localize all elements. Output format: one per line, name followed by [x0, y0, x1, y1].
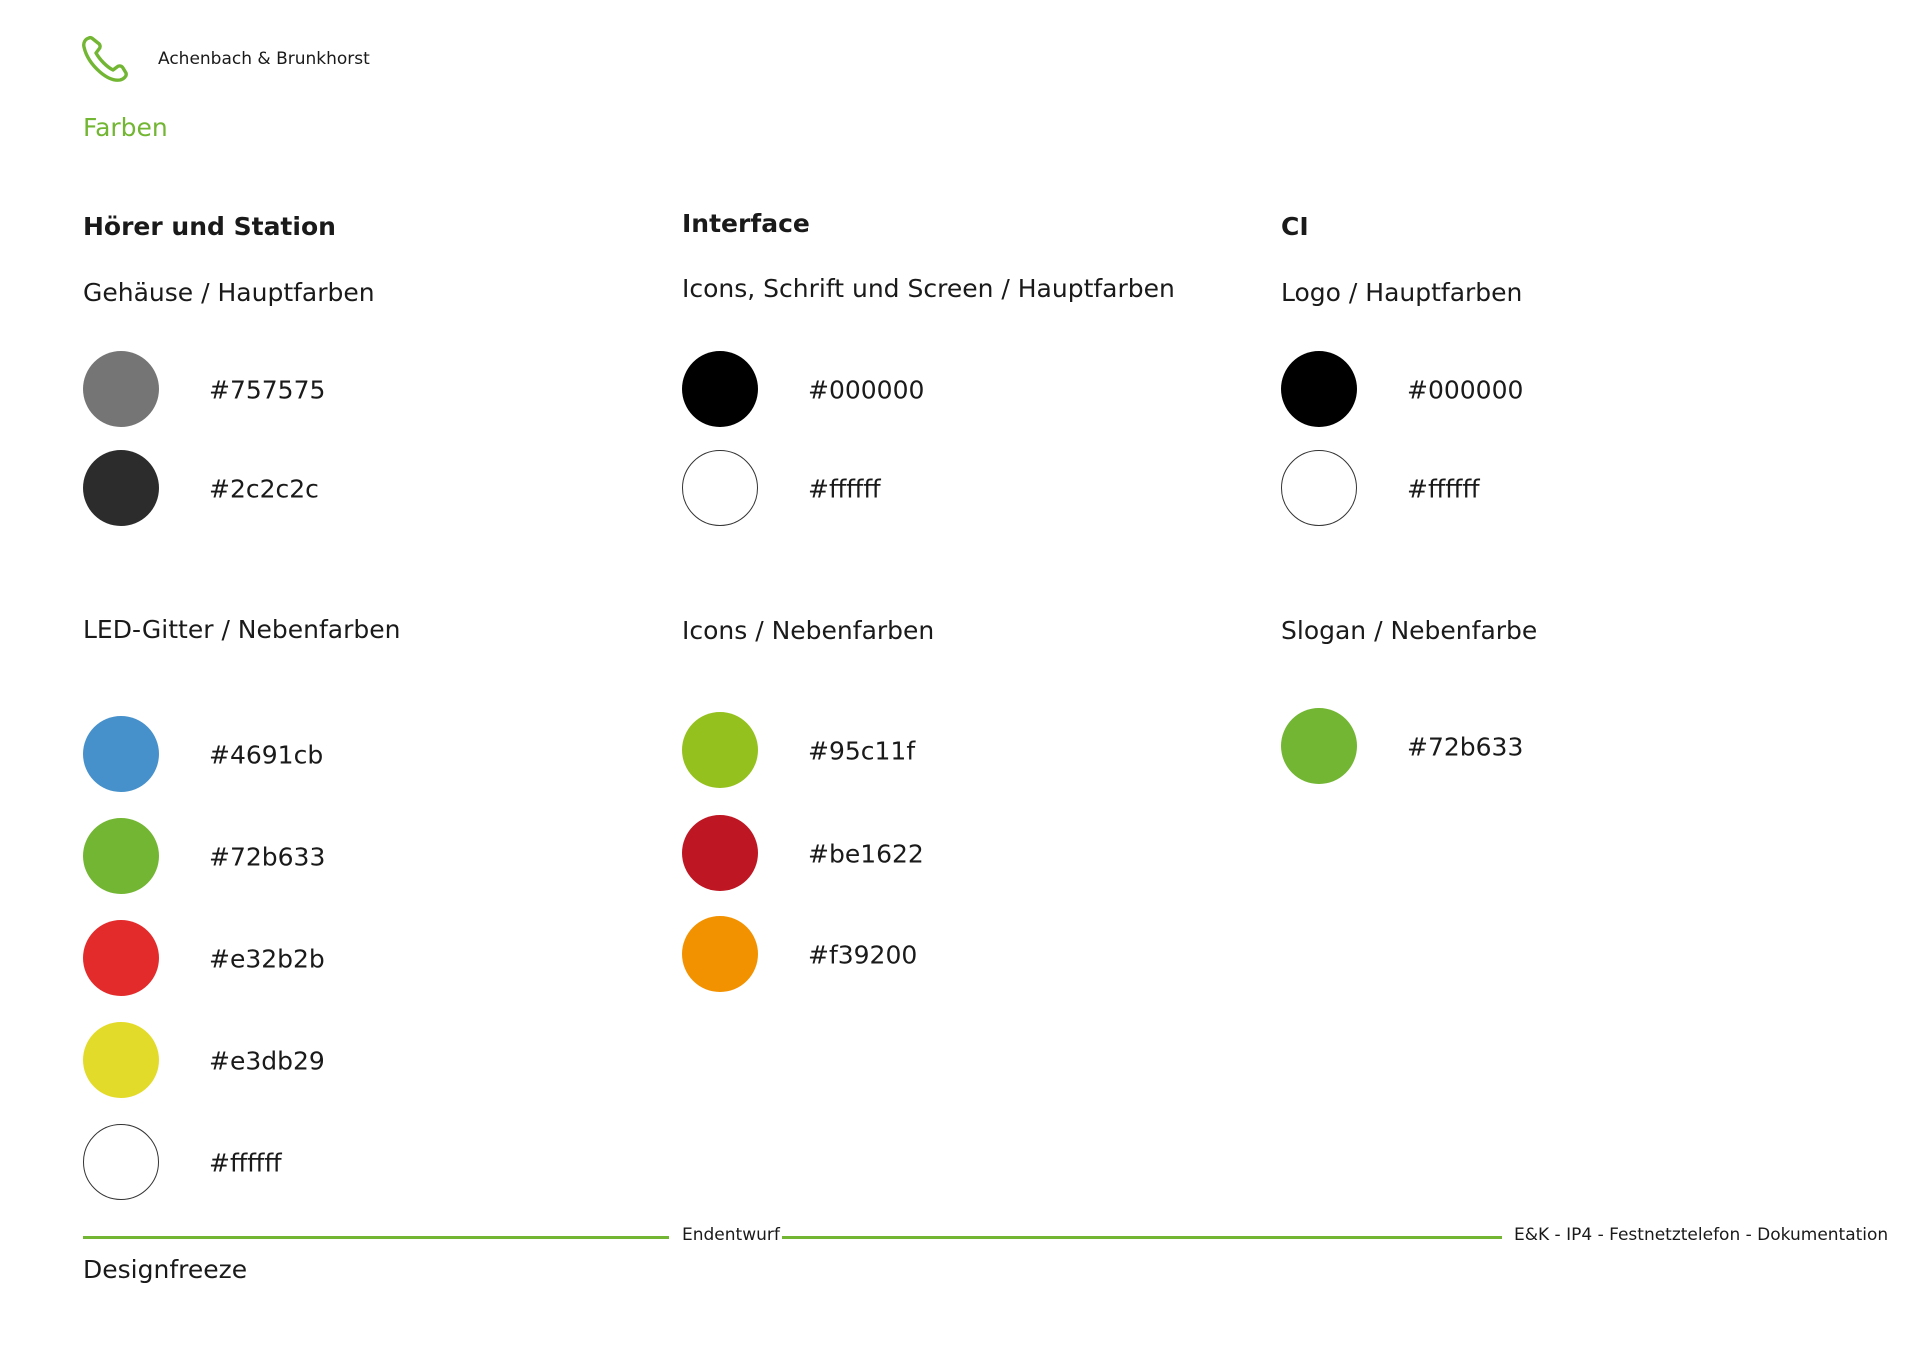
color-swatch: [83, 920, 159, 996]
group-title: Icons, Schrift und Screen / Hauptfarben: [682, 274, 1175, 303]
hex-code: #4691cb: [209, 740, 324, 770]
color-swatch: [1281, 450, 1357, 526]
hex-code: #e32b2b: [209, 944, 325, 974]
hex-code: #2c2c2c: [209, 474, 319, 504]
group-title: Gehäuse / Hauptfarben: [83, 278, 375, 307]
hex-code: #ffffff: [1407, 474, 1480, 504]
hex-code: #be1622: [808, 839, 924, 869]
column-title: Interface: [682, 209, 810, 238]
color-column-hoerer-station: Hörer und Station Gehäuse / Hauptfarben …: [83, 0, 643, 1230]
hex-code: #000000: [1407, 375, 1524, 405]
swatch-row: #ffffff: [83, 1124, 583, 1202]
phone-handset-icon: [80, 34, 130, 84]
swatch-row: #72b633: [1281, 708, 1781, 786]
color-swatch: [682, 712, 758, 788]
color-swatch: [83, 351, 159, 427]
swatch-row: #ffffff: [682, 450, 1182, 528]
swatch-row: #be1622: [682, 815, 1182, 893]
group-title: Slogan / Nebenfarbe: [1281, 616, 1538, 645]
color-swatch: [83, 450, 159, 526]
color-swatch: [682, 450, 758, 526]
footer-divider: [83, 1236, 669, 1239]
color-swatch: [682, 916, 758, 992]
color-swatch: [83, 716, 159, 792]
color-column-interface: Interface Icons, Schrift und Screen / Ha…: [682, 0, 1242, 1230]
swatch-row: #e32b2b: [83, 920, 583, 998]
swatch-row: #757575: [83, 351, 583, 429]
footer-status: Endentwurf: [682, 1225, 780, 1245]
swatch-row: #000000: [1281, 351, 1781, 429]
column-title: CI: [1281, 212, 1309, 241]
company-name: Achenbach & Brunkhorst: [158, 49, 370, 69]
color-column-ci: CI Logo / Hauptfarben #000000 #ffffff Sl…: [1281, 0, 1841, 1230]
color-swatch: [83, 818, 159, 894]
color-swatch: [83, 1124, 159, 1200]
column-title: Hörer und Station: [83, 212, 336, 241]
hex-code: #757575: [209, 375, 326, 405]
page-title: Farben: [83, 113, 168, 142]
hex-code: #000000: [808, 375, 925, 405]
footer-document-title: E&K - IP4 - Festnetztelefon - Dokumentat…: [1514, 1225, 1889, 1245]
swatch-row: #95c11f: [682, 712, 1182, 790]
hex-code: #ffffff: [808, 474, 881, 504]
hex-code: #72b633: [1407, 732, 1524, 762]
color-swatch: [1281, 708, 1357, 784]
hex-code: #e3db29: [209, 1046, 325, 1076]
swatch-row: #e3db29: [83, 1022, 583, 1100]
footer-phase: Designfreeze: [83, 1255, 248, 1284]
swatch-row: #4691cb: [83, 716, 583, 794]
group-title: Logo / Hauptfarben: [1281, 278, 1523, 307]
color-swatch: [1281, 351, 1357, 427]
color-swatch: [682, 351, 758, 427]
swatch-row: #2c2c2c: [83, 450, 583, 528]
group-title: Icons / Nebenfarben: [682, 616, 935, 645]
hex-code: #ffffff: [209, 1148, 282, 1178]
swatch-row: #72b633: [83, 818, 583, 896]
hex-code: #72b633: [209, 842, 326, 872]
footer-divider: [782, 1236, 1502, 1239]
group-title: LED-Gitter / Nebenfarben: [83, 615, 401, 644]
swatch-row: #ffffff: [1281, 450, 1781, 528]
swatch-row: #f39200: [682, 916, 1182, 994]
hex-code: #95c11f: [808, 736, 916, 766]
swatch-row: #000000: [682, 351, 1182, 429]
color-swatch: [682, 815, 758, 891]
color-swatch: [83, 1022, 159, 1098]
hex-code: #f39200: [808, 940, 918, 970]
